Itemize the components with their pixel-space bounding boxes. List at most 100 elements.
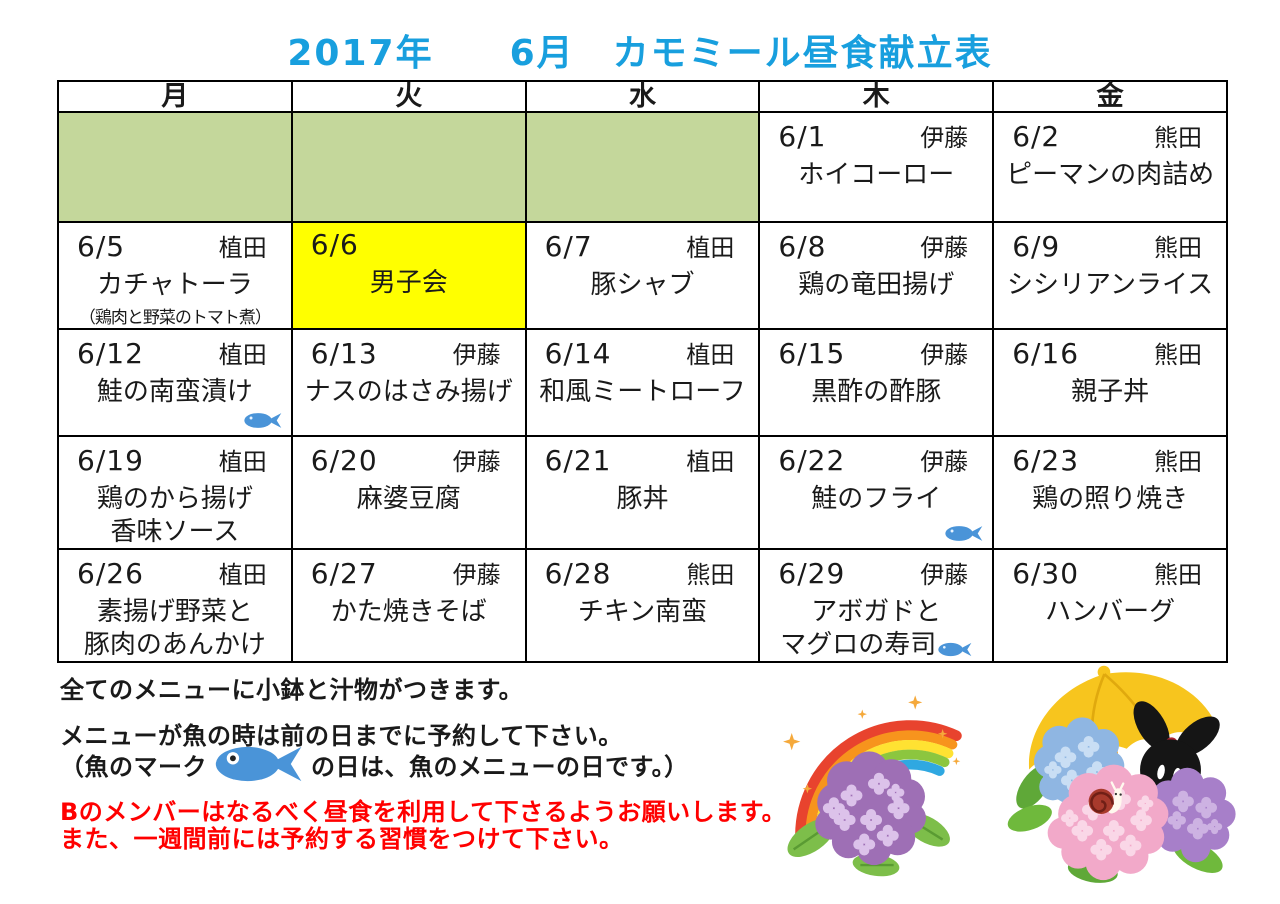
menu-text: 素揚げ野菜と 豚肉のあんかけ [60, 596, 290, 660]
note-b-members-request: Bのメンバーはなるべく昼食を利用して下さるようお願いします。 [60, 798, 787, 826]
date-label: 6/8 [778, 230, 827, 263]
day-cell-header: 6/29 伊藤 [761, 551, 991, 590]
day-cell: 6/20 伊藤麻婆豆腐 [290, 435, 527, 550]
staff-name: 植田 [218, 448, 267, 476]
menu-text: カチャトーラ [60, 269, 290, 302]
menu-line: ピーマンの肉詰め [1006, 160, 1215, 190]
day-cell-header: 6/19 植田 [60, 438, 290, 477]
menu-line: カチャトーラ [97, 270, 253, 300]
menu-line: ハンバーグ [1045, 597, 1176, 627]
calendar-week-row: 6/12 植田 鮭の南蛮漬け 6/13 伊藤ナスのはさみ揚げ 6/14 植田和風ミートローフ… [57, 328, 1228, 437]
date-label: 6/23 [1012, 444, 1080, 477]
date-label: 6/20 [310, 444, 378, 477]
menu-line: シシリアンライス [1007, 270, 1214, 300]
blank-day-cell [57, 111, 293, 223]
staff-name: 植田 [218, 234, 267, 262]
menu-line: 鮭の南蛮漬け [96, 377, 253, 407]
date-label: 6/13 [310, 337, 378, 370]
menu-line: 和風ミートローフ [539, 377, 746, 407]
menu-line: 素揚げ野菜と [96, 597, 253, 627]
staff-name: 伊藤 [920, 448, 969, 476]
menu-text: ナスのはさみ揚げ [294, 376, 524, 409]
staff-name: 植田 [686, 448, 735, 476]
date-label: 6/7 [544, 230, 593, 263]
snail-icon [1088, 781, 1125, 814]
calendar-week-row: 6/1 伊藤 ホイコーロー 6/2 熊田 ピーマンの肉詰め [57, 111, 1228, 223]
day-cell: 6/12 植田 鮭の南蛮漬け [57, 328, 293, 437]
staff-name: 伊藤 [452, 341, 501, 369]
day-cell-header: 6/22 伊藤 [761, 438, 991, 477]
calendar-week-row: 6/5 植田 カチャトーラ （鶏肉と野菜のトマト煮） 6/6 男子会 6/7 植田 豚シャブ 6/… [57, 221, 1228, 330]
menu-text: 鶏のから揚げ 香味ソース [60, 483, 290, 547]
staff-name: 伊藤 [452, 448, 501, 476]
date-label: 6/22 [778, 444, 846, 477]
day-cell-header: 6/23 熊田 [995, 438, 1225, 477]
day-cell-header: 6/7 植田 [528, 224, 758, 263]
menu-line: 豚肉のあんかけ [83, 629, 266, 660]
day-cell: 6/29 伊藤 アボガドと マグロの寿司 [758, 548, 995, 663]
fish-mark [244, 411, 282, 430]
menu-line: 麻婆豆腐 [356, 484, 461, 514]
menu-line: 親子丼 [1071, 377, 1150, 407]
menu-line: 鶏の竜田揚げ [798, 270, 955, 300]
note-side-dish: 全てのメニューに小鉢と汁物がつきます。 [60, 676, 524, 704]
day-cell: 6/13 伊藤ナスのはさみ揚げ [290, 328, 527, 437]
menu-text: 鮭の南蛮漬け [60, 376, 290, 409]
day-cell-header: 6/28 熊田 [528, 551, 758, 590]
day-cell-header: 6/8 伊藤 [761, 224, 991, 263]
fish-icon [945, 526, 983, 541]
menu-text: 鮭のフライ [761, 483, 991, 516]
menu-line: マグロの寿司 [761, 629, 991, 661]
fish-icon [938, 642, 972, 656]
day-cell: 6/8 伊藤鶏の竜田揚げ [758, 221, 995, 330]
day-cell: 6/7 植田豚シャブ [524, 221, 761, 330]
menu-line: 鶏の照り焼き [1032, 484, 1189, 514]
day-cell-header: 6/13 伊藤 [294, 331, 524, 370]
menu-line: 豚シャブ [590, 270, 695, 300]
note-fish-mark-prefix: （魚のマーク [60, 752, 207, 781]
day-cell: 6/6 男子会 [290, 221, 527, 330]
day-cell: 6/21 植田 豚丼 [524, 435, 761, 550]
menu-text: 鶏の竜田揚げ [761, 269, 991, 302]
menu-text: 麻婆豆腐 [294, 483, 524, 516]
fish-icon [244, 413, 282, 428]
menu-text: ピーマンの肉詰め [995, 159, 1225, 192]
day-cell: 6/19 植田鶏のから揚げ 香味ソース [57, 435, 293, 550]
day-header: 月 [57, 80, 293, 113]
calendar-body: 6/1 伊藤 ホイコーロー 6/2 熊田 ピーマンの肉詰め 6/5 植田 カチャトーラ （鶏肉と野… [57, 111, 1228, 663]
umbrella-hydrangea-snail-illustration [1007, 665, 1236, 883]
day-cell-header: 6/14 植田 [528, 331, 758, 370]
menu-line: ナスのはさみ揚げ [304, 377, 513, 407]
date-label: 6/16 [1012, 337, 1080, 370]
menu-line: 香味ソース [110, 516, 240, 547]
staff-name: 植田 [218, 561, 267, 589]
menu-text: 親子丼 [995, 376, 1225, 409]
date-label: 6/29 [778, 557, 846, 590]
staff-name: 熊田 [686, 561, 735, 589]
menu-text: ハンバーグ [995, 596, 1225, 629]
menu-text: ホイコーロー [761, 159, 991, 192]
staff-name: 熊田 [1154, 341, 1202, 369]
date-label: 6/21 [544, 444, 612, 477]
day-cell-header: 6/6 [294, 224, 524, 261]
day-cell: 6/22 伊藤鮭のフライ [758, 435, 995, 550]
note-fish-mark-suffix: の日は、魚のメニューの日です。） [311, 752, 689, 781]
day-cell: 6/30 熊田 ハンバーグ [992, 548, 1228, 663]
date-label: 6/28 [544, 557, 612, 590]
day-cell-header: 6/9 熊田 [995, 224, 1225, 263]
calendar-week-row: 6/19 植田 鶏のから揚げ 香味ソース 6/20 伊藤 麻婆豆腐 6/21 植田 豚丼 6/22 伊… [57, 435, 1228, 550]
staff-name: 熊田 [1154, 234, 1202, 262]
day-cell: 6/23 熊田鶏の照り焼き [992, 435, 1228, 550]
menu-text: 豚シャブ [528, 269, 758, 302]
note-fish-mark-line: （魚のマーク の日は、魚のメニューの日です。） [60, 742, 689, 786]
menu-line: かた焼きそば [330, 597, 487, 627]
note-fish-reservation: メニューが魚の時は前の日までに予約して下さい。 [60, 722, 623, 750]
menu-text: かた焼きそば [294, 596, 524, 629]
day-cell-header: 6/16 熊田 [995, 331, 1225, 370]
staff-name: 植田 [686, 341, 735, 369]
fish-icon [215, 746, 302, 782]
day-cell: 6/5 植田 カチャトーラ （鶏肉と野菜のトマト煮） [57, 221, 293, 330]
staff-name: 熊田 [1154, 448, 1202, 476]
day-cell-header: 6/21 植田 [528, 438, 758, 477]
day-cell-header: 6/15 伊藤 [761, 331, 991, 370]
